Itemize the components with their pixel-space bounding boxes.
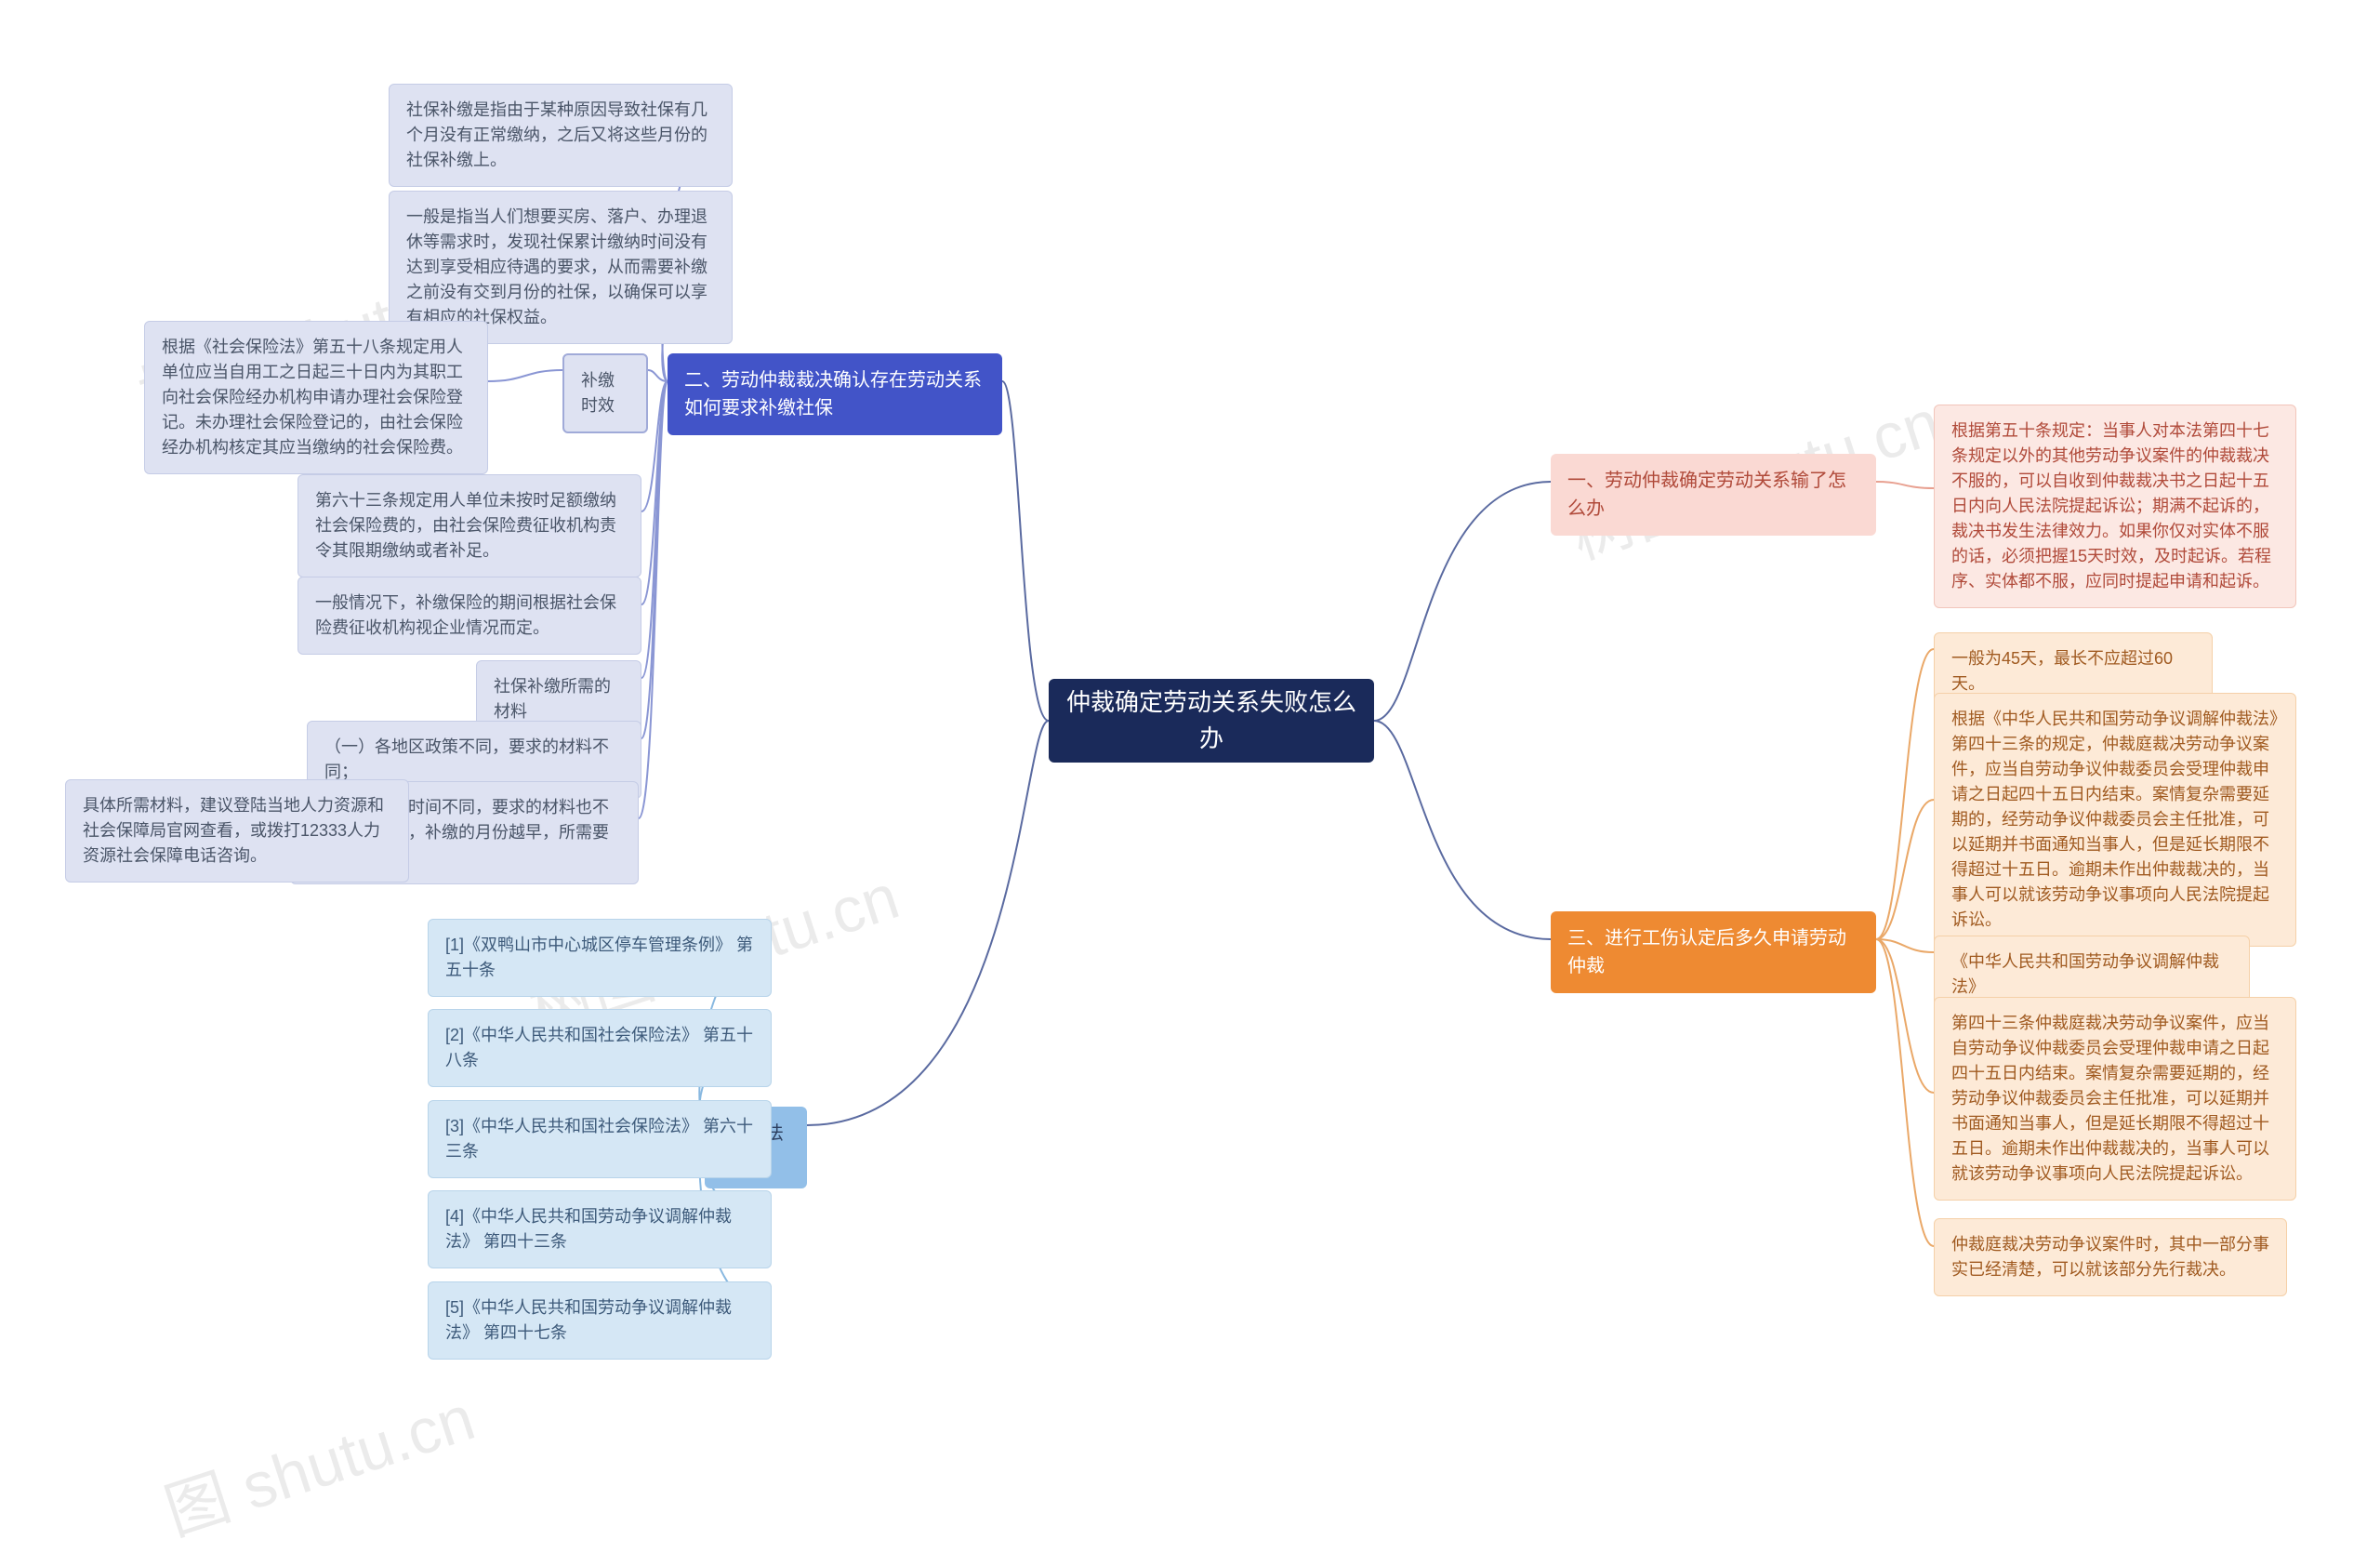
citations-leaf-4: [5]《中华人民共和国劳动争议调解仲裁法》 第四十七条 — [428, 1281, 772, 1360]
branch2-leaf-3: 第六十三条规定用人单位未按时足额缴纳社会保险费的，由社会保险费征收机构责令其限期… — [298, 474, 641, 577]
connector — [807, 721, 1049, 1125]
connector — [1876, 939, 1934, 1093]
branch3-leaf-4: 仲裁庭裁决劳动争议案件时，其中一部分事实已经清楚，可以就该部分先行裁决。 — [1934, 1218, 2287, 1296]
root-node: 仲裁确定劳动关系失败怎么办 — [1049, 679, 1374, 763]
branch2-leaf-4: 一般情况下，补缴保险的期间根据社会保险费征收机构视企业情况而定。 — [298, 577, 641, 655]
branch3-leaf-3: 第四十三条仲裁庭裁决劳动争议案件，应当自劳动争议仲裁委员会受理仲裁申请之日起四十… — [1934, 997, 2296, 1201]
connector — [488, 370, 562, 381]
connector — [641, 381, 668, 738]
branch-2-node: 二、劳动仲裁裁决确认存在劳动关系如何要求补缴社保 — [668, 353, 1002, 435]
connector — [639, 381, 668, 818]
connector — [1374, 721, 1551, 939]
branch2-leaf-2: 补缴时效 — [562, 353, 648, 433]
connector — [1876, 800, 1934, 939]
branch2-leaf-0: 社保补缴是指由于某种原因导致社保有几个月没有正常缴纳，之后又将这些月份的社保补缴… — [389, 84, 733, 187]
branch-3-node: 三、进行工伤认定后多久申请劳动仲裁 — [1551, 911, 1876, 993]
branch1-leaf-0: 根据第五十条规定：当事人对本法第四十七条规定以外的其他劳动争议案件的仲裁裁决不服… — [1934, 405, 2296, 608]
watermark: 图 shutu.cn — [152, 1366, 484, 1552]
connector — [1374, 482, 1551, 721]
citations-leaf-3: [4]《中华人民共和国劳动争议调解仲裁法》 第四十三条 — [428, 1190, 772, 1268]
connector — [1002, 381, 1049, 721]
citations-leaf-2: [3]《中华人民共和国社会保险法》 第六十三条 — [428, 1100, 772, 1178]
connector — [1876, 939, 1934, 952]
citations-leaf-1: [2]《中华人民共和国社会保险法》 第五十八条 — [428, 1009, 772, 1087]
branch2-sub-leaf-7: 具体所需材料，建议登陆当地人力资源和社会保障局官网查看，或拨打12333人力资源… — [65, 779, 409, 883]
connector — [1876, 649, 1934, 939]
connector — [1876, 482, 1934, 488]
branch3-leaf-1: 根据《中华人民共和国劳动争议调解仲裁法》第四十三条的规定，仲裁庭裁决劳动争议案件… — [1934, 693, 2296, 947]
connector — [1876, 939, 1934, 1246]
branch2-sub-leaf-2: 根据《社会保险法》第五十八条规定用人单位应当自用工之日起三十日内为其职工向社会保… — [144, 321, 488, 474]
branch-1-node: 一、劳动仲裁确定劳动关系输了怎么办 — [1551, 454, 1876, 536]
citations-leaf-0: [1]《双鸭山市中心城区停车管理条例》 第五十条 — [428, 919, 772, 997]
connector — [648, 370, 668, 381]
